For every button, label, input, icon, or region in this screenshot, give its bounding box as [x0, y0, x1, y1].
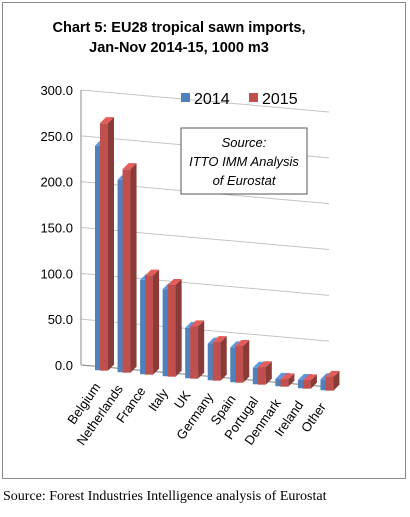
bar-front: [297, 379, 306, 389]
bar-top: [190, 320, 205, 327]
y-tick-label: 150.0: [40, 221, 73, 236]
bar: [100, 117, 114, 371]
bar-side: [220, 336, 227, 381]
bars: [95, 117, 340, 391]
x-tick-label: Italy: [145, 385, 171, 414]
bar-front: [212, 342, 221, 381]
bar-top: [145, 269, 160, 276]
bar-top: [280, 373, 295, 380]
bar-front: [275, 378, 284, 387]
bar-side: [288, 373, 295, 387]
bar: [257, 361, 272, 385]
bar: [325, 370, 340, 391]
y-tick-label: 50.0: [48, 312, 73, 327]
bar-front: [145, 275, 154, 375]
bar-front: [320, 379, 329, 391]
bar-front: [95, 145, 103, 371]
chart-title-line1: Chart 5: EU28 tropical sawn imports,: [52, 20, 305, 36]
bar-front: [325, 376, 334, 391]
bar: [167, 279, 182, 377]
bar-front: [167, 285, 176, 377]
bar-top: [167, 279, 182, 286]
bar-side: [333, 370, 340, 391]
bar: [145, 269, 160, 375]
bar-front: [140, 279, 149, 375]
bar-top: [212, 336, 227, 343]
bar-top: [100, 117, 114, 124]
bar-side: [243, 340, 250, 383]
bar-side: [153, 269, 160, 375]
bar-front: [185, 327, 194, 379]
y-tick-label: 250.0: [40, 129, 73, 144]
bar: [235, 340, 250, 383]
bar-front: [280, 379, 289, 387]
bar-front: [252, 367, 261, 385]
bar: [122, 163, 137, 373]
chart-title-line2: Jan-Nov 2014-15, 1000 m3: [89, 40, 269, 56]
bar-front: [235, 346, 244, 383]
bar-side: [175, 279, 182, 377]
bar-front: [302, 380, 311, 389]
gridline: [80, 89, 330, 113]
bar-chart: Chart 5: EU28 tropical sawn imports, Jan…: [40, 20, 340, 448]
bar-side: [310, 374, 317, 389]
bar: [280, 373, 295, 387]
bar-side: [265, 361, 272, 385]
bar-front: [100, 123, 108, 371]
bar-front: [207, 343, 216, 381]
source-caption: Source: Forest Industries Intelligence a…: [3, 489, 327, 504]
legend-label: 2015: [262, 91, 298, 108]
bar-top: [302, 374, 317, 381]
bar-top: [122, 163, 137, 170]
y-tick-label: 100.0: [40, 266, 73, 281]
bar-front: [117, 179, 126, 373]
legend-label: 2014: [194, 91, 230, 108]
bar-front: [122, 169, 131, 373]
y-tick-label: 300.0: [40, 83, 73, 98]
bar-top: [235, 340, 250, 347]
bar: [302, 374, 317, 389]
bar-front: [257, 367, 266, 385]
bar-top: [325, 370, 340, 377]
bar-front: [230, 347, 239, 383]
legend: 2014 2015: [181, 91, 298, 108]
y-tick-label: 0.0: [55, 358, 73, 373]
source-note-line1: Source:: [222, 135, 267, 150]
bar-side: [130, 163, 137, 373]
source-note-line3: of Eurostat: [213, 173, 277, 188]
bar: [212, 336, 227, 381]
bar-side: [198, 320, 205, 379]
source-note-line2: ITTO IMM Analysis: [189, 154, 299, 169]
y-tick-label: 200.0: [40, 175, 73, 190]
bar: [190, 320, 205, 379]
legend-swatch: [249, 93, 258, 102]
bar-front: [162, 289, 171, 377]
y-axis-ticks: 0.0 50.0 100.0 150.0 200.0 250.0 300.0: [40, 83, 73, 373]
bar-front: [190, 326, 199, 379]
bar-side: [108, 117, 114, 371]
chart-frame: Chart 5: EU28 tropical sawn imports, Jan…: [2, 2, 406, 479]
legend-swatch: [181, 93, 190, 102]
bar-top: [257, 361, 272, 368]
source-note-box: Source: ITTO IMM Analysis of Eurostat: [180, 127, 308, 195]
